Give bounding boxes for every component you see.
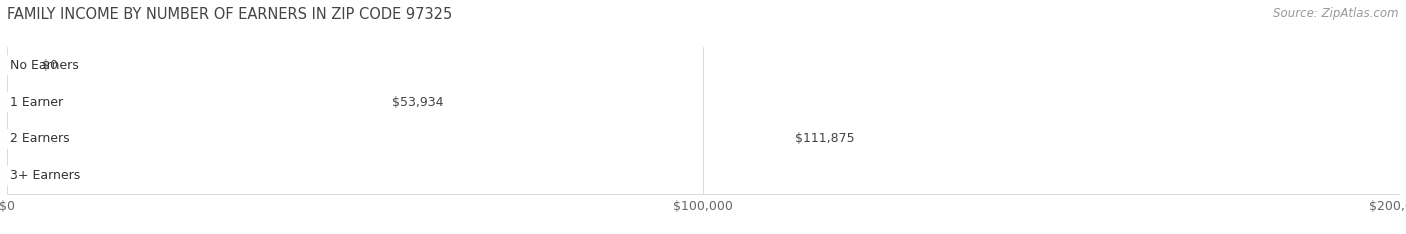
Text: 1 Earner: 1 Earner (10, 95, 63, 109)
Text: 3+ Earners: 3+ Earners (10, 169, 80, 182)
Text: $192,721: $192,721 (1277, 169, 1343, 182)
Text: Source: ZipAtlas.com: Source: ZipAtlas.com (1274, 7, 1399, 20)
Text: 2 Earners: 2 Earners (10, 132, 69, 146)
Text: $111,875: $111,875 (796, 132, 855, 146)
Text: $0: $0 (42, 59, 58, 72)
Text: $53,934: $53,934 (392, 95, 444, 109)
Text: No Earners: No Earners (10, 59, 79, 72)
Text: FAMILY INCOME BY NUMBER OF EARNERS IN ZIP CODE 97325: FAMILY INCOME BY NUMBER OF EARNERS IN ZI… (7, 7, 453, 22)
